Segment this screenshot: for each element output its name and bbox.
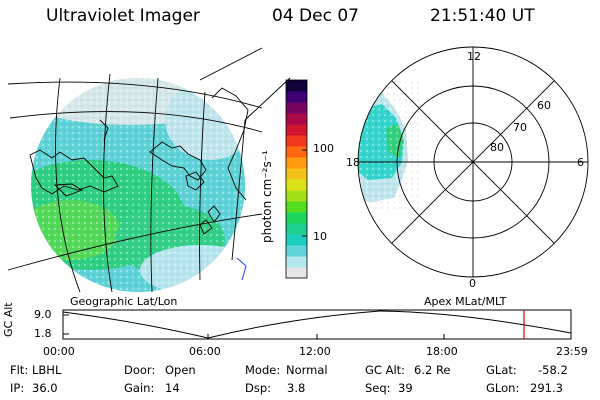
colorbar-segment (286, 256, 307, 268)
info-gcalt-key: GC Alt: (365, 363, 406, 377)
colorbar-segment (286, 146, 307, 158)
mlt-label-18: 18 (346, 156, 360, 169)
info-flt-value: LBHL (32, 363, 62, 377)
date-label: 04 Dec 07 (272, 6, 359, 26)
gc-alt-xtick-1200: 12:00 (299, 345, 331, 358)
info-dsp-key: Dsp: (245, 381, 272, 395)
polar-panel-label: Apex MLat/MLT (424, 295, 507, 308)
colorbar-segment (286, 234, 307, 246)
colorbar-segment (286, 179, 307, 191)
info-glon-value: 291.3 (530, 381, 563, 395)
colorbar-tick-10: 10 (313, 230, 327, 243)
geographic-map (7, 47, 291, 293)
gc-alt-ytick-9: 9.0 (34, 308, 52, 321)
info-flt-key: Flt: (10, 363, 29, 377)
gc-alt-xtick-0600: 06:00 (189, 345, 221, 358)
mlt-label-0: 0 (469, 277, 476, 290)
info-glat-key: GLat: (486, 363, 517, 377)
mlat-label-60: 60 (537, 99, 551, 112)
colorbar-segment (286, 80, 307, 92)
gc-alt-xtick-0000: 00:00 (43, 345, 75, 358)
colorbar-segment (286, 113, 307, 125)
colorbar-segment (286, 135, 307, 147)
colorbar-segment (286, 190, 307, 202)
colorbar-segment (286, 168, 307, 180)
gc-alt-xtick-2359: 23:59 (556, 345, 588, 358)
colorbar-unit-label: photon cm⁻²s⁻¹ (260, 150, 274, 243)
instrument-title: Ultraviolet Imager (46, 6, 200, 26)
polar-plot (357, 46, 589, 278)
colorbar-tick-100: 100 (313, 142, 334, 155)
info-dsp-value: 3.8 (287, 381, 306, 395)
colorbar-segment (286, 267, 307, 279)
mlat-label-80: 80 (490, 141, 504, 154)
colorbar-segment (286, 212, 307, 224)
mlt-label-12: 12 (467, 50, 481, 63)
colorbar-segment (286, 223, 307, 235)
info-seq-key: Seq: (365, 381, 391, 395)
colorbar-segment (286, 245, 307, 257)
gc-alt-xtick-1800: 18:00 (426, 345, 458, 358)
gc-alt-plot (62, 309, 572, 340)
gc-alt-ytick-1.8: 1.8 (34, 327, 52, 340)
info-glat-value: -58.2 (538, 363, 568, 377)
colorbar-segment (286, 124, 307, 136)
info-mode-value: Normal (286, 363, 328, 377)
colorbar (285, 79, 308, 279)
colorbar-segment (286, 157, 307, 169)
mlat-label-70: 70 (513, 121, 527, 134)
colorbar-segment (286, 102, 307, 114)
mlt-label-6: 6 (577, 156, 584, 169)
colorbar-border (285, 79, 308, 279)
gc-alt-ylabel: GC Alt (2, 302, 15, 337)
info-mode-key: Mode: (245, 363, 281, 377)
geo-panel-label: Geographic Lat/Lon (70, 295, 178, 308)
colorbar-segment (286, 201, 307, 213)
info-gcalt-value: 6.2 Re (414, 363, 451, 377)
time-label: 21:51:40 UT (430, 6, 535, 26)
info-ip-value: 36.0 (32, 381, 58, 395)
info-gain-value: 14 (165, 381, 180, 395)
info-door-key: Door: (124, 363, 156, 377)
info-door-value: Open (165, 363, 196, 377)
info-seq-value: 39 (398, 381, 413, 395)
info-gain-key: Gain: (124, 381, 155, 395)
colorbar-segment (286, 91, 307, 103)
info-glon-key: GLon: (486, 381, 520, 395)
info-ip-key: IP: (10, 381, 25, 395)
